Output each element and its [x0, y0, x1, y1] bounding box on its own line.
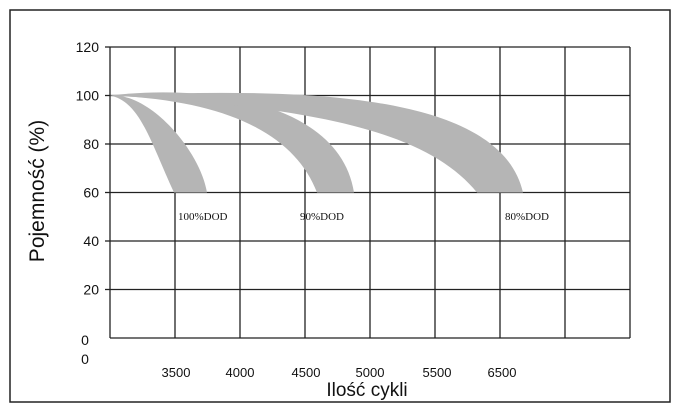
band-90dod: [110, 92, 354, 193]
y-tick-label: 40: [83, 233, 99, 249]
origin-x-label: 0: [81, 351, 89, 367]
x-tick-label: 3500: [162, 365, 191, 380]
y-tick-label: 80: [83, 136, 99, 152]
x-axis-label: Ilość cykli: [326, 380, 407, 401]
chart-frame: [9, 9, 671, 403]
band-80dod: [110, 92, 523, 193]
y-tick-label: 20: [83, 282, 99, 298]
x-tick-label: 5000: [356, 365, 385, 380]
series-label-80dod: 80%DOD: [505, 211, 549, 223]
y-tick-label: 120: [76, 39, 100, 55]
y-tick-labels: 120 100 80 60 40 20: [76, 39, 100, 298]
x-tick-label: 4500: [292, 365, 321, 380]
band-100dod: [110, 95, 207, 193]
x-tick-label: 5500: [423, 365, 452, 380]
y-axis-label: Pojemność (%): [26, 120, 49, 262]
series-label-90dod: 90%DOD: [300, 211, 344, 223]
x-tick-labels: 3500 4000 4500 5000 5500 6500: [162, 365, 517, 380]
degradation-bands: [110, 92, 523, 193]
series-label-100dod: 100%DOD: [178, 211, 228, 223]
origin-y-label: 0: [81, 332, 89, 348]
y-tick-label: 100: [76, 88, 100, 104]
x-tick-label: 6500: [488, 365, 517, 380]
y-tick-label: 60: [83, 185, 99, 201]
x-tick-label: 4000: [226, 365, 255, 380]
